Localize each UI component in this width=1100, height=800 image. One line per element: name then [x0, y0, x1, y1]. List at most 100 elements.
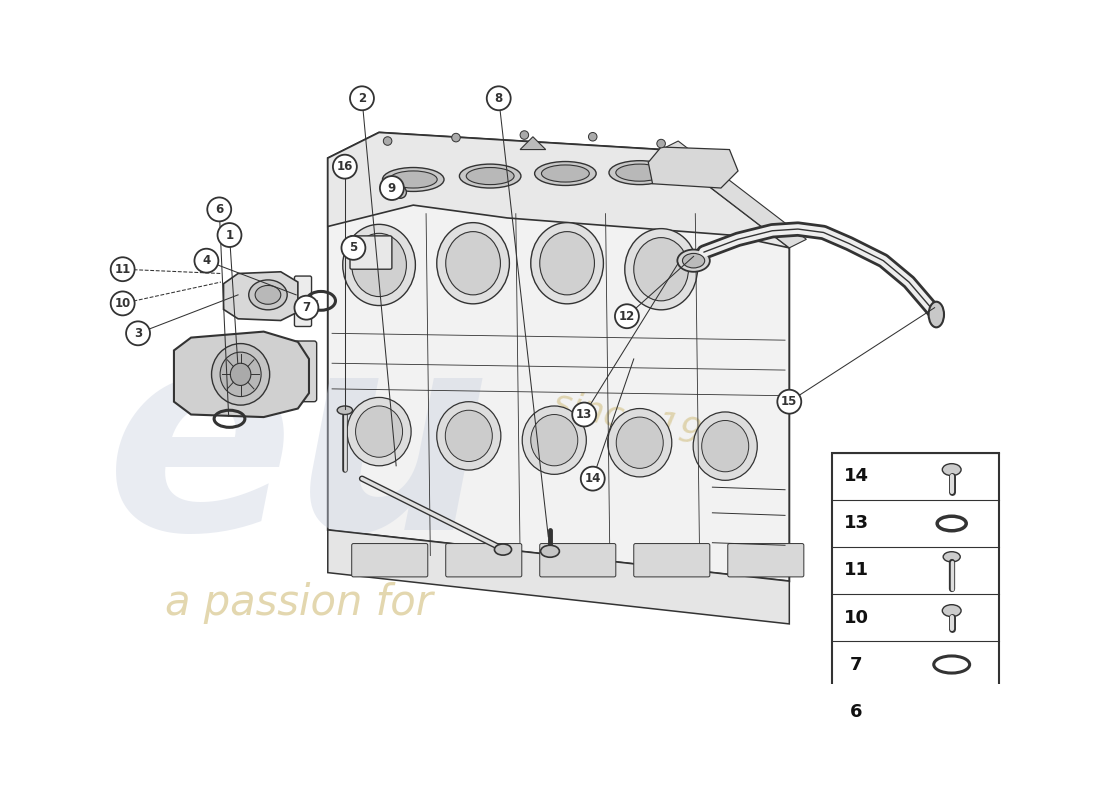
Ellipse shape — [634, 238, 689, 301]
Text: 10: 10 — [844, 609, 869, 626]
Ellipse shape — [338, 406, 353, 414]
Circle shape — [452, 134, 460, 142]
Text: 9: 9 — [388, 182, 396, 194]
Ellipse shape — [944, 702, 959, 711]
Ellipse shape — [541, 165, 590, 182]
Text: since 1985: since 1985 — [550, 386, 750, 460]
Ellipse shape — [609, 161, 671, 185]
Text: 1: 1 — [226, 229, 233, 242]
Ellipse shape — [437, 222, 509, 304]
FancyBboxPatch shape — [540, 543, 616, 577]
Ellipse shape — [625, 229, 697, 310]
Polygon shape — [520, 137, 546, 150]
Text: 6: 6 — [216, 203, 223, 216]
FancyBboxPatch shape — [832, 453, 999, 735]
FancyBboxPatch shape — [728, 543, 804, 577]
Text: 13: 13 — [844, 514, 869, 533]
FancyBboxPatch shape — [828, 748, 1003, 800]
FancyBboxPatch shape — [634, 543, 710, 577]
Circle shape — [333, 154, 356, 178]
Circle shape — [581, 466, 605, 490]
Text: 10: 10 — [114, 297, 131, 310]
Circle shape — [615, 304, 639, 328]
Circle shape — [395, 186, 406, 198]
Ellipse shape — [531, 414, 578, 466]
Ellipse shape — [494, 544, 512, 555]
Polygon shape — [648, 147, 738, 188]
Circle shape — [218, 223, 242, 247]
Ellipse shape — [249, 280, 287, 310]
Ellipse shape — [943, 605, 961, 617]
Ellipse shape — [230, 363, 251, 386]
Circle shape — [379, 176, 404, 200]
Circle shape — [207, 198, 231, 222]
Text: 14: 14 — [584, 472, 601, 485]
Text: 12: 12 — [619, 310, 635, 322]
Text: 11: 11 — [114, 262, 131, 276]
Circle shape — [520, 130, 529, 139]
FancyBboxPatch shape — [352, 543, 428, 577]
Ellipse shape — [531, 222, 604, 304]
Ellipse shape — [535, 162, 596, 186]
Ellipse shape — [346, 398, 411, 466]
Ellipse shape — [343, 224, 416, 306]
Text: 14: 14 — [844, 467, 869, 486]
Text: 16: 16 — [337, 160, 353, 173]
Polygon shape — [881, 764, 937, 799]
Text: 6: 6 — [849, 702, 862, 721]
Text: eu: eu — [106, 318, 492, 588]
Ellipse shape — [682, 254, 705, 268]
Ellipse shape — [466, 167, 514, 185]
FancyBboxPatch shape — [350, 236, 392, 270]
FancyBboxPatch shape — [446, 543, 521, 577]
Text: a passion for: a passion for — [165, 582, 433, 624]
Ellipse shape — [522, 406, 586, 474]
Polygon shape — [328, 530, 790, 624]
Ellipse shape — [607, 409, 672, 477]
Text: 13: 13 — [576, 408, 592, 421]
Ellipse shape — [693, 412, 757, 480]
Polygon shape — [223, 272, 298, 321]
Circle shape — [350, 86, 374, 110]
Text: 3: 3 — [134, 327, 142, 340]
Ellipse shape — [389, 171, 437, 188]
Circle shape — [383, 137, 392, 146]
Circle shape — [341, 236, 365, 260]
Text: 5: 5 — [350, 242, 358, 254]
Circle shape — [111, 258, 134, 281]
Text: 7: 7 — [302, 301, 310, 314]
Circle shape — [572, 402, 596, 426]
Polygon shape — [328, 133, 790, 248]
Circle shape — [195, 249, 219, 273]
Text: 7: 7 — [849, 655, 862, 674]
Ellipse shape — [446, 410, 493, 462]
Text: 8: 8 — [495, 92, 503, 105]
Text: 11: 11 — [844, 562, 869, 579]
Ellipse shape — [460, 164, 521, 188]
Circle shape — [126, 322, 150, 346]
Ellipse shape — [437, 402, 501, 470]
Text: 15: 15 — [781, 395, 798, 408]
Circle shape — [487, 86, 510, 110]
Ellipse shape — [943, 552, 960, 562]
Ellipse shape — [928, 302, 944, 327]
Polygon shape — [661, 141, 806, 248]
Circle shape — [778, 390, 801, 414]
Ellipse shape — [943, 464, 961, 476]
Ellipse shape — [540, 232, 594, 295]
Polygon shape — [174, 332, 309, 417]
Circle shape — [657, 139, 665, 148]
Ellipse shape — [211, 343, 270, 405]
Ellipse shape — [383, 167, 444, 191]
Ellipse shape — [540, 546, 560, 558]
Polygon shape — [881, 782, 940, 800]
Text: 4: 4 — [202, 254, 210, 267]
Ellipse shape — [702, 421, 749, 472]
Ellipse shape — [355, 406, 403, 458]
Ellipse shape — [255, 286, 280, 304]
FancyBboxPatch shape — [295, 341, 317, 402]
Ellipse shape — [678, 250, 710, 272]
Ellipse shape — [446, 232, 501, 295]
Text: 121 01: 121 01 — [872, 792, 958, 800]
FancyBboxPatch shape — [295, 276, 311, 326]
